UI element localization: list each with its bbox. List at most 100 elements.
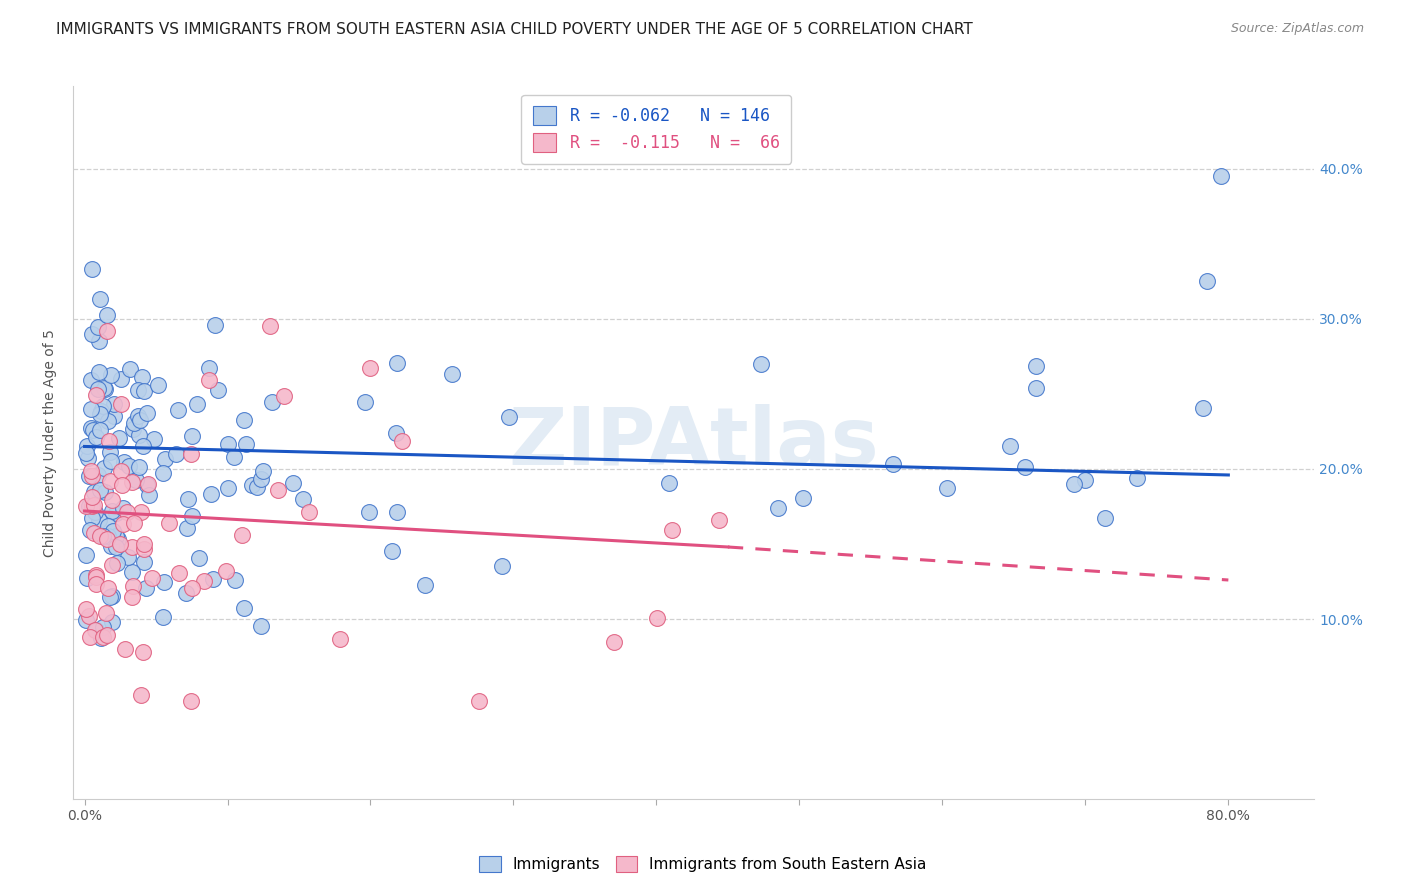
- Point: [91, 400, 114, 414]
- Point: [96, 529, 118, 543]
- Point: [77, 469, 100, 483]
- Point: [224, 573, 246, 587]
- Point: [661, 523, 683, 537]
- Point: [107, 431, 129, 445]
- Point: [1192, 401, 1215, 416]
- Point: [259, 319, 281, 334]
- Point: [1211, 169, 1233, 184]
- Point: [110, 537, 132, 551]
- Legend: R = -0.062   N = 146, R =  -0.115   N =  66: R = -0.062 N = 146, R = -0.115 N = 66: [522, 95, 792, 164]
- Point: [658, 475, 681, 490]
- Point: [132, 645, 155, 659]
- Point: [385, 425, 408, 440]
- Point: [100, 504, 122, 518]
- Text: Source: ZipAtlas.com: Source: ZipAtlas.com: [1230, 22, 1364, 36]
- Point: [103, 409, 125, 424]
- Point: [80, 491, 103, 505]
- Point: [198, 361, 221, 376]
- Point: [176, 491, 198, 506]
- Point: [83, 526, 105, 541]
- Point: [413, 577, 436, 591]
- Point: [193, 574, 215, 588]
- Point: [181, 581, 204, 595]
- Point: [138, 488, 160, 502]
- Point: [262, 394, 284, 409]
- Point: [132, 555, 155, 569]
- Point: [114, 641, 136, 656]
- Point: [250, 619, 273, 633]
- Point: [391, 434, 413, 449]
- Point: [89, 423, 111, 437]
- Point: [181, 429, 204, 443]
- Point: [87, 382, 110, 396]
- Point: [105, 556, 128, 570]
- Point: [121, 540, 143, 554]
- Legend: Immigrants, Immigrants from South Eastern Asia: Immigrants, Immigrants from South Easter…: [471, 848, 935, 880]
- Point: [112, 501, 135, 516]
- Point: [121, 565, 143, 579]
- Point: [75, 548, 97, 562]
- Point: [180, 446, 202, 460]
- Point: [200, 486, 222, 500]
- Point: [97, 414, 120, 428]
- Point: [94, 383, 117, 397]
- Point: [1063, 477, 1085, 491]
- Point: [217, 481, 239, 495]
- Point: [122, 422, 145, 436]
- Point: [440, 368, 463, 382]
- Point: [89, 483, 111, 498]
- Point: [80, 500, 103, 514]
- Point: [132, 384, 155, 399]
- Point: [121, 475, 143, 489]
- Point: [128, 428, 150, 442]
- Point: [174, 585, 197, 599]
- Point: [292, 491, 315, 506]
- Point: [155, 452, 177, 467]
- Point: [91, 528, 114, 542]
- Point: [1025, 381, 1047, 395]
- Point: [240, 478, 263, 492]
- Point: [89, 407, 111, 421]
- Point: [128, 460, 150, 475]
- Point: [766, 500, 789, 515]
- Point: [1000, 438, 1022, 452]
- Point: [602, 634, 624, 648]
- Point: [217, 437, 239, 451]
- Point: [127, 383, 149, 397]
- Point: [645, 611, 668, 625]
- Point: [129, 413, 152, 427]
- Point: [93, 460, 115, 475]
- Point: [204, 318, 226, 333]
- Point: [135, 406, 157, 420]
- Point: [121, 590, 143, 604]
- Point: [86, 567, 108, 582]
- Point: [385, 505, 408, 519]
- Point: [77, 499, 100, 513]
- Point: [207, 383, 229, 397]
- Point: [91, 630, 114, 644]
- Point: [83, 484, 105, 499]
- Point: [129, 505, 152, 519]
- Point: [80, 262, 103, 277]
- Point: [100, 591, 122, 605]
- Point: [111, 516, 134, 531]
- Text: IMMIGRANTS VS IMMIGRANTS FROM SOUTH EASTERN ASIA CHILD POVERTY UNDER THE AGE OF : IMMIGRANTS VS IMMIGRANTS FROM SOUTH EAST…: [56, 22, 973, 37]
- Point: [83, 505, 105, 519]
- Point: [100, 454, 122, 468]
- Point: [84, 570, 107, 584]
- Point: [75, 613, 97, 627]
- Point: [117, 505, 139, 519]
- Point: [233, 413, 256, 427]
- Point: [329, 632, 352, 646]
- Point: [127, 409, 149, 424]
- Point: [105, 540, 128, 554]
- Point: [167, 566, 190, 581]
- Point: [112, 455, 135, 469]
- Point: [222, 450, 245, 464]
- Point: [84, 388, 107, 402]
- Point: [246, 480, 269, 494]
- Point: [79, 523, 101, 537]
- Point: [131, 370, 153, 384]
- Point: [98, 434, 121, 449]
- Point: [792, 491, 814, 505]
